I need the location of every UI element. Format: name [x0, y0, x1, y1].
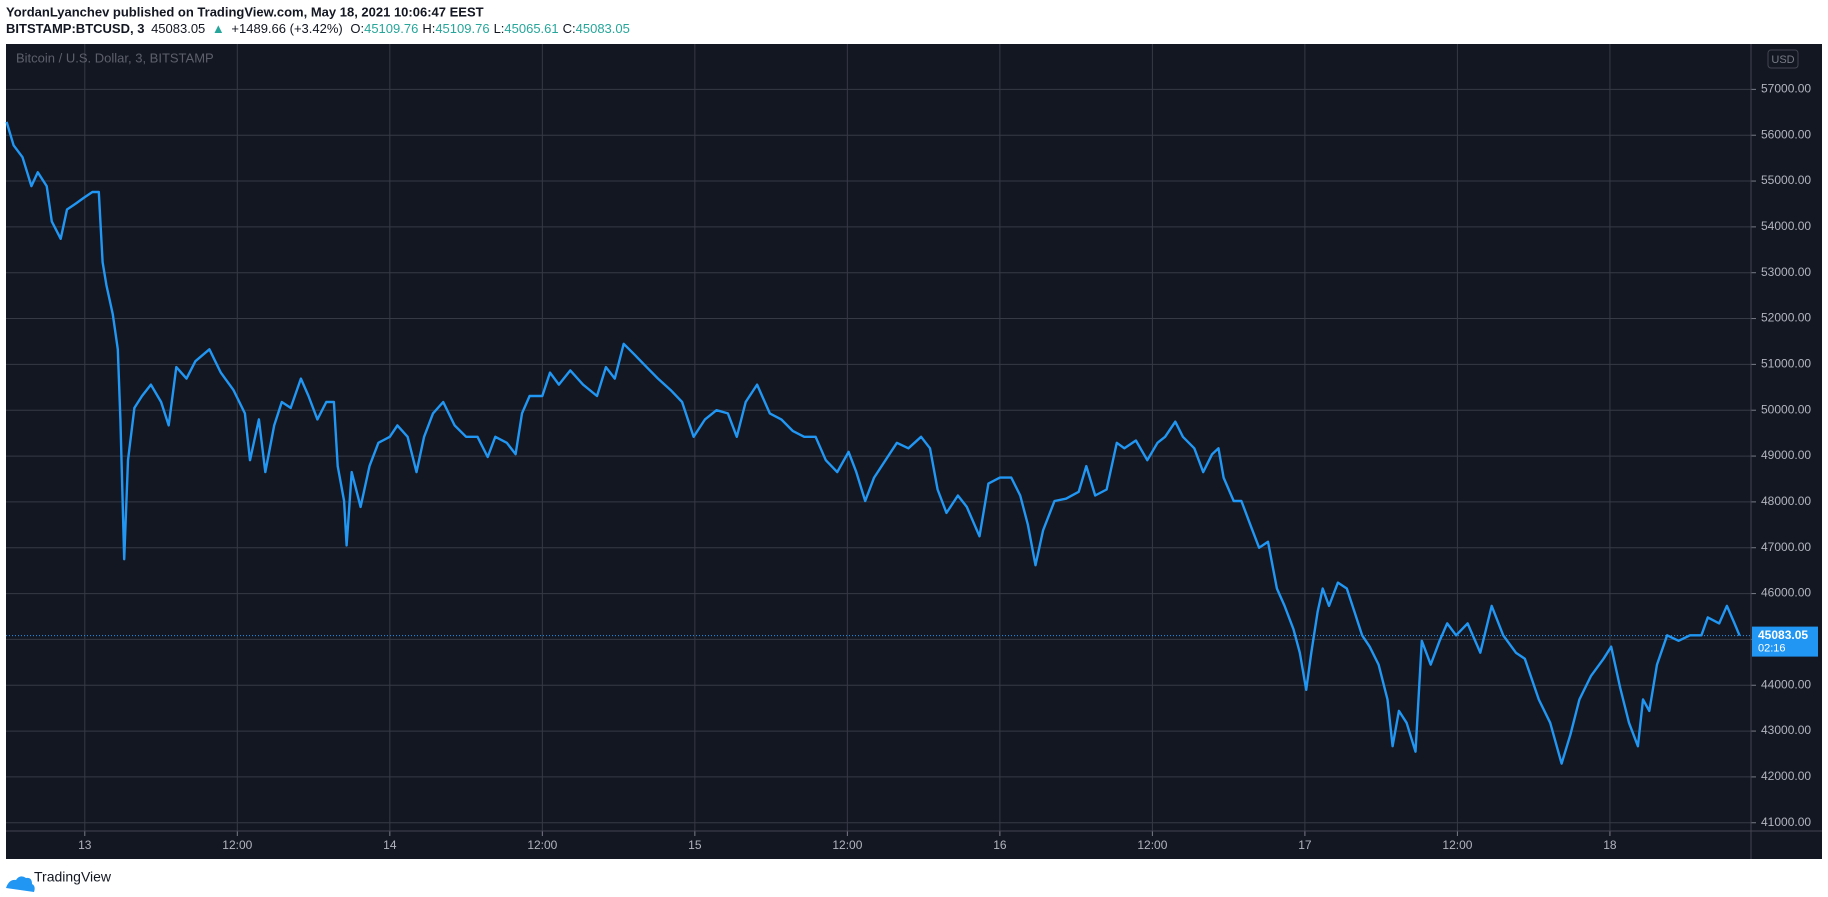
- x-tick-label: 18: [1603, 838, 1617, 852]
- logo-cloud: [6, 876, 35, 892]
- x-tick-label: 13: [78, 838, 92, 852]
- x-tick-label: 12:00: [527, 838, 557, 852]
- ohlc-value: 45083.05: [576, 21, 630, 36]
- symbol: BITSTAMP:BTCUSD, 3: [6, 21, 144, 36]
- x-tick-label: 15: [688, 838, 702, 852]
- change: +1489.66 (+3.42%): [231, 21, 342, 36]
- y-tick-label: 50000.00: [1761, 402, 1811, 416]
- ohlc: O:45109.76 H:45109.76 L:45065.61 C:45083.05: [350, 21, 630, 36]
- y-tick-label: 56000.00: [1761, 127, 1811, 141]
- ohlc-label: H:: [422, 21, 435, 36]
- chart-background: [6, 44, 1822, 859]
- tradingview-logo: TradingView: [6, 869, 112, 892]
- y-tick-label: 55000.00: [1761, 173, 1811, 187]
- ohlc-label: C:: [563, 21, 576, 36]
- last: 45083.05: [151, 21, 205, 36]
- plot: 41000.0042000.0043000.0044000.0045000.00…: [5, 44, 1822, 859]
- y-tick-label: 52000.00: [1761, 311, 1811, 325]
- ohlc-value: 45109.76: [435, 21, 489, 36]
- x-tick-label: 17: [1298, 838, 1312, 852]
- y-tick-label: 41000.00: [1761, 815, 1811, 829]
- last-price-label: 45083.05: [1758, 628, 1808, 642]
- countdown: 02:16: [1758, 643, 1786, 655]
- y-tick-label: 49000.00: [1761, 448, 1811, 462]
- y-tick-label: 57000.00: [1761, 82, 1811, 96]
- arrow: ▲: [212, 21, 225, 36]
- author-line: YordanLyanchev published on TradingView.…: [6, 4, 484, 19]
- currency: USD: [1771, 54, 1794, 66]
- x-tick-label: 12:00: [1442, 838, 1472, 852]
- ohlc-value: 45109.76: [364, 21, 418, 36]
- x-tick-label: 12:00: [832, 838, 862, 852]
- x-tick-label: 16: [993, 838, 1007, 852]
- x-tick-label: 12:00: [222, 838, 252, 852]
- x-tick-label: 14: [383, 838, 397, 852]
- legend-label: Bitcoin / U.S. Dollar, 3, BITSTAMP: [16, 50, 214, 65]
- quote-line: BITSTAMP:BTCUSD, 3 45083.05 ▲ +1489.66 (…: [6, 21, 630, 36]
- y-tick-label: 51000.00: [1761, 357, 1811, 371]
- y-tick-label: 42000.00: [1761, 769, 1811, 783]
- currency-box: [1767, 49, 1799, 69]
- x-tick-label: 12:00: [1137, 838, 1167, 852]
- y-tick-label: 48000.00: [1761, 494, 1811, 508]
- footer-brand: TradingView: [34, 869, 112, 885]
- y-tick-label: 46000.00: [1761, 586, 1811, 600]
- y-tick-label: 47000.00: [1761, 540, 1811, 554]
- y-tick-label: 53000.00: [1761, 265, 1811, 279]
- ohlc-value: 45065.61: [504, 21, 558, 36]
- price-line: [5, 121, 1741, 765]
- y-tick-label: 43000.00: [1761, 723, 1811, 737]
- ohlc-label: O:: [350, 21, 364, 36]
- y-tick-label: 54000.00: [1761, 219, 1811, 233]
- last-price-box: [1752, 626, 1818, 657]
- ohlc-label: L:: [494, 21, 505, 36]
- y-tick-label: 44000.00: [1761, 677, 1811, 691]
